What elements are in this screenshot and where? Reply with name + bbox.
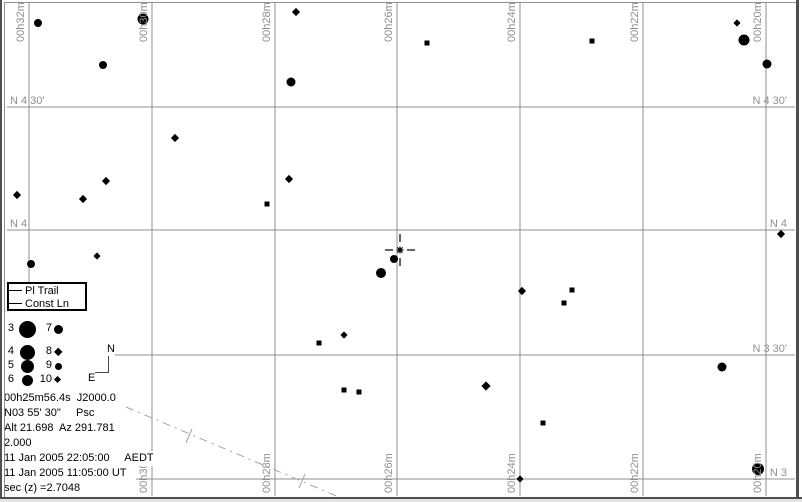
- status-field: 2.000: [3, 436, 33, 451]
- ra-label-top: 00h24m: [506, 2, 518, 42]
- status-readout: 00h25m56.4s J2000.0 N03 55' 30" Psc Alt …: [3, 391, 155, 496]
- dec-label-right: N 4: [769, 218, 787, 230]
- mag-key-number: 6: [7, 373, 14, 385]
- mag-key-number: 9: [45, 359, 52, 371]
- star[interactable]: [170, 133, 180, 143]
- dec-label-right: N 4 30': [752, 95, 787, 107]
- star[interactable]: [93, 252, 101, 260]
- ra-label-bottom: 00h26m: [383, 453, 395, 493]
- window-border-right: [796, 0, 799, 502]
- compass-east-label: E: [88, 372, 96, 384]
- star[interactable]: [776, 229, 786, 239]
- ra-label-top: 00h28m: [261, 2, 273, 42]
- mag-key-symbol: [54, 362, 62, 370]
- ra-label-bottom: 00h22m: [629, 453, 641, 493]
- selected-object-marker: [385, 234, 415, 266]
- star[interactable]: [481, 381, 491, 391]
- status-ra-epoch: 00h25m56.4s J2000.0: [3, 391, 117, 406]
- star[interactable]: [99, 61, 107, 69]
- window-border-left: [0, 0, 2, 502]
- star[interactable]: [137, 13, 149, 25]
- star[interactable]: [316, 340, 322, 346]
- selected-object-core: [398, 248, 402, 252]
- dec-label-left: N 4: [10, 218, 28, 230]
- compass-east-line: [95, 372, 109, 373]
- legend-const-ln-label: Const Ln: [25, 297, 70, 310]
- star[interactable]: [424, 40, 430, 46]
- star[interactable]: [264, 201, 270, 207]
- chart-border-top: [4, 2, 796, 3]
- dec-label-right: N 3 30': [752, 343, 787, 355]
- star[interactable]: [738, 34, 750, 46]
- mag-key-symbol: [20, 359, 34, 373]
- ra-label-bottom: 00h28m: [261, 453, 273, 493]
- star[interactable]: [340, 331, 348, 339]
- planet-trail-line-sample: [9, 290, 22, 291]
- status-airmass: sec (z) =2.7048: [3, 481, 82, 496]
- mag-key-number: 3: [7, 322, 14, 334]
- star[interactable]: [516, 475, 524, 483]
- star[interactable]: [540, 420, 546, 426]
- ra-label-top: 00h32m: [15, 2, 27, 42]
- horizon-line: [125, 406, 347, 501]
- status-dec-const: N03 55' 30" Psc: [3, 406, 96, 421]
- chart-border-left: [4, 2, 5, 498]
- legend-pl-trail-label: Pl Trail: [25, 284, 59, 297]
- status-ut-time: 11 Jan 2005 11:05:00 UT: [3, 466, 128, 481]
- dec-label-left: N 4 30': [10, 95, 45, 107]
- legend-row-pl-trail: Pl Trail: [9, 284, 85, 297]
- star[interactable]: [752, 463, 764, 475]
- window-border-bottom-strip: [0, 499, 802, 502]
- horizon-tick: [185, 428, 193, 444]
- ra-label-top: 00h20m: [752, 2, 764, 42]
- mag-key-symbol: [53, 324, 63, 334]
- star[interactable]: [717, 362, 727, 372]
- star[interactable]: [12, 190, 22, 200]
- status-local-time: 11 Jan 2005 22:05:00 AEDT: [3, 451, 155, 466]
- star[interactable]: [569, 287, 575, 293]
- star[interactable]: [286, 77, 296, 87]
- star[interactable]: [517, 286, 527, 296]
- mag-key-symbol: [18, 320, 36, 338]
- star[interactable]: [101, 176, 111, 186]
- legend-box: Pl Trail Const Ln: [7, 282, 87, 311]
- legend-row-const-ln: Const Ln: [9, 297, 85, 310]
- status-alt-az: Alt 21.698 Az 291.781: [3, 421, 116, 436]
- window-border-bottom: [0, 497, 802, 499]
- mag-key-symbol: [21, 374, 33, 386]
- mag-key-number: 8: [45, 345, 52, 357]
- star[interactable]: [284, 174, 294, 184]
- star[interactable]: [34, 19, 42, 27]
- star[interactable]: [733, 19, 741, 27]
- star[interactable]: [376, 268, 386, 278]
- ra-label-top: 00h26m: [383, 2, 395, 42]
- star[interactable]: [390, 255, 398, 263]
- star[interactable]: [356, 389, 362, 395]
- star[interactable]: [291, 7, 301, 17]
- mag-key-symbol: [19, 344, 35, 360]
- ra-label-bottom: 00h24m: [506, 453, 518, 493]
- dec-label-right: N 3: [769, 467, 787, 479]
- mag-key-number: 10: [39, 373, 52, 385]
- constellation-line-sample: [9, 303, 22, 304]
- compass-north-label: N: [107, 343, 115, 355]
- star[interactable]: [27, 260, 35, 268]
- star[interactable]: [78, 194, 88, 204]
- star[interactable]: [589, 38, 595, 44]
- mag-key-number: 7: [45, 322, 52, 334]
- mag-key-number: 4: [7, 345, 14, 357]
- star[interactable]: [762, 59, 772, 69]
- horizon-tick: [298, 473, 306, 489]
- ra-label-bottom: 00h20m: [752, 453, 764, 493]
- compass-north-line: [108, 356, 109, 372]
- mag-key-number: 5: [7, 359, 14, 371]
- ra-label-top: 00h30m: [138, 2, 150, 42]
- ra-label-top: 00h22m: [629, 2, 641, 42]
- star[interactable]: [341, 387, 347, 393]
- star[interactable]: [561, 300, 567, 306]
